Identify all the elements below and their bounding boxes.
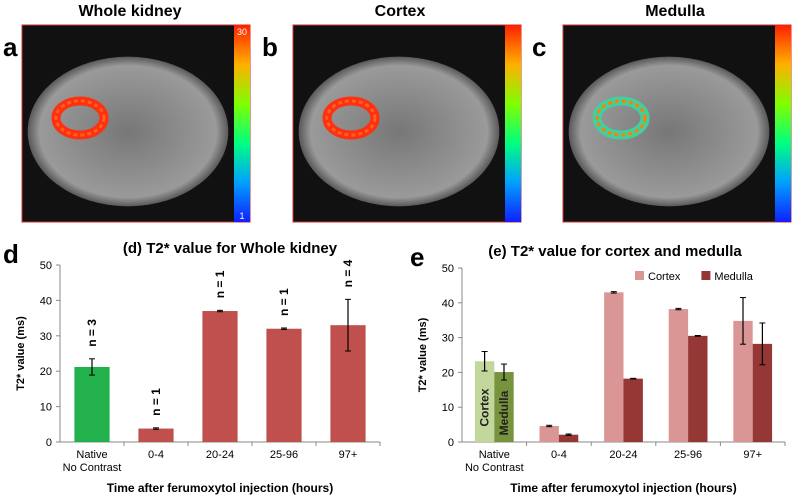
y-tick-label: 30 (40, 331, 52, 343)
x-tick-label: 97+ (338, 449, 358, 461)
kidney-ring-inner (595, 99, 647, 137)
bar (752, 343, 773, 442)
y-tick-label: 20 (40, 366, 52, 378)
y-tick-label: 10 (442, 402, 454, 414)
legend-swatch (635, 271, 644, 280)
bar (494, 372, 514, 442)
colorbar-min: 1 (239, 211, 244, 221)
bar-label: Cortex (478, 388, 492, 426)
bar (138, 428, 174, 442)
x-axis-label: Time after ferumoxytol injection (hours) (510, 481, 736, 495)
kidney-ring-inner (54, 99, 106, 137)
x-tick-label: 20-24 (205, 449, 235, 461)
annotation: n = 3 (85, 319, 99, 347)
annotation: n = 1 (149, 388, 163, 416)
bar (266, 328, 302, 442)
bar (688, 335, 708, 442)
x-tick-label: Native No Contrast (62, 449, 122, 474)
bar (623, 378, 643, 442)
legend-label: Medulla (714, 271, 753, 283)
bar (539, 425, 559, 442)
colorbar-max: 30 (237, 27, 247, 37)
annotation: n = 1 (277, 288, 291, 316)
x-tick-label: 97+ (743, 449, 763, 461)
y-tick-label: 50 (442, 263, 454, 275)
panel-label: b (262, 32, 278, 62)
panel-title: Cortex (375, 3, 426, 20)
legend-label: Cortex (648, 271, 681, 283)
chart-title: (e) T2* value for cortex and medulla (488, 243, 742, 260)
x-tick-label: 20-24 (609, 449, 638, 461)
colorbar (234, 25, 250, 222)
panel-title: Medulla (645, 3, 705, 20)
panel-label: e (410, 242, 424, 272)
kidney-ring-inner (325, 99, 377, 137)
y-tick-label: 10 (40, 402, 52, 414)
y-tick-label: 30 (442, 333, 454, 345)
colorbar (775, 25, 791, 222)
panel-title: Whole kidney (78, 3, 181, 20)
x-axis-label: Time after ferumoxytol injection (hours) (107, 481, 333, 495)
x-tick-label: 25-96 (269, 449, 299, 461)
x-tick-label: 0-4 (148, 449, 164, 461)
panel-label: a (3, 32, 18, 62)
bar (74, 366, 110, 442)
mri-body (298, 56, 500, 207)
bar (733, 320, 753, 442)
bar (202, 311, 238, 442)
y-tick-label: 50 (40, 260, 52, 272)
panel-label: c (532, 32, 546, 62)
bar (558, 434, 579, 442)
annotation: n = 1 (213, 270, 227, 298)
y-axis-label: T2* value (ms) (417, 317, 429, 392)
bar (474, 361, 495, 442)
mri-body (27, 56, 229, 207)
annotation: n = 4 (341, 259, 355, 287)
bar (668, 309, 689, 442)
y-axis-label: T2* value (ms) (15, 316, 27, 391)
x-tick-label: Native No Contrast (464, 449, 524, 474)
mri-body (568, 56, 770, 207)
y-tick-label: 20 (442, 367, 454, 379)
panel-label: d (3, 239, 19, 269)
y-tick-label: 40 (40, 295, 52, 307)
y-tick-label: 40 (442, 298, 454, 310)
colorbar (505, 25, 521, 222)
bar (604, 292, 624, 442)
y-tick-label: 0 (448, 437, 454, 449)
chart-title: (d) T2* value for Whole kidney (123, 240, 338, 257)
x-tick-label: 0-4 (550, 449, 567, 461)
legend-swatch (701, 271, 711, 280)
bar-label: Medulla (497, 390, 511, 435)
x-tick-label: 25-96 (674, 449, 703, 461)
y-tick-label: 0 (46, 437, 52, 449)
